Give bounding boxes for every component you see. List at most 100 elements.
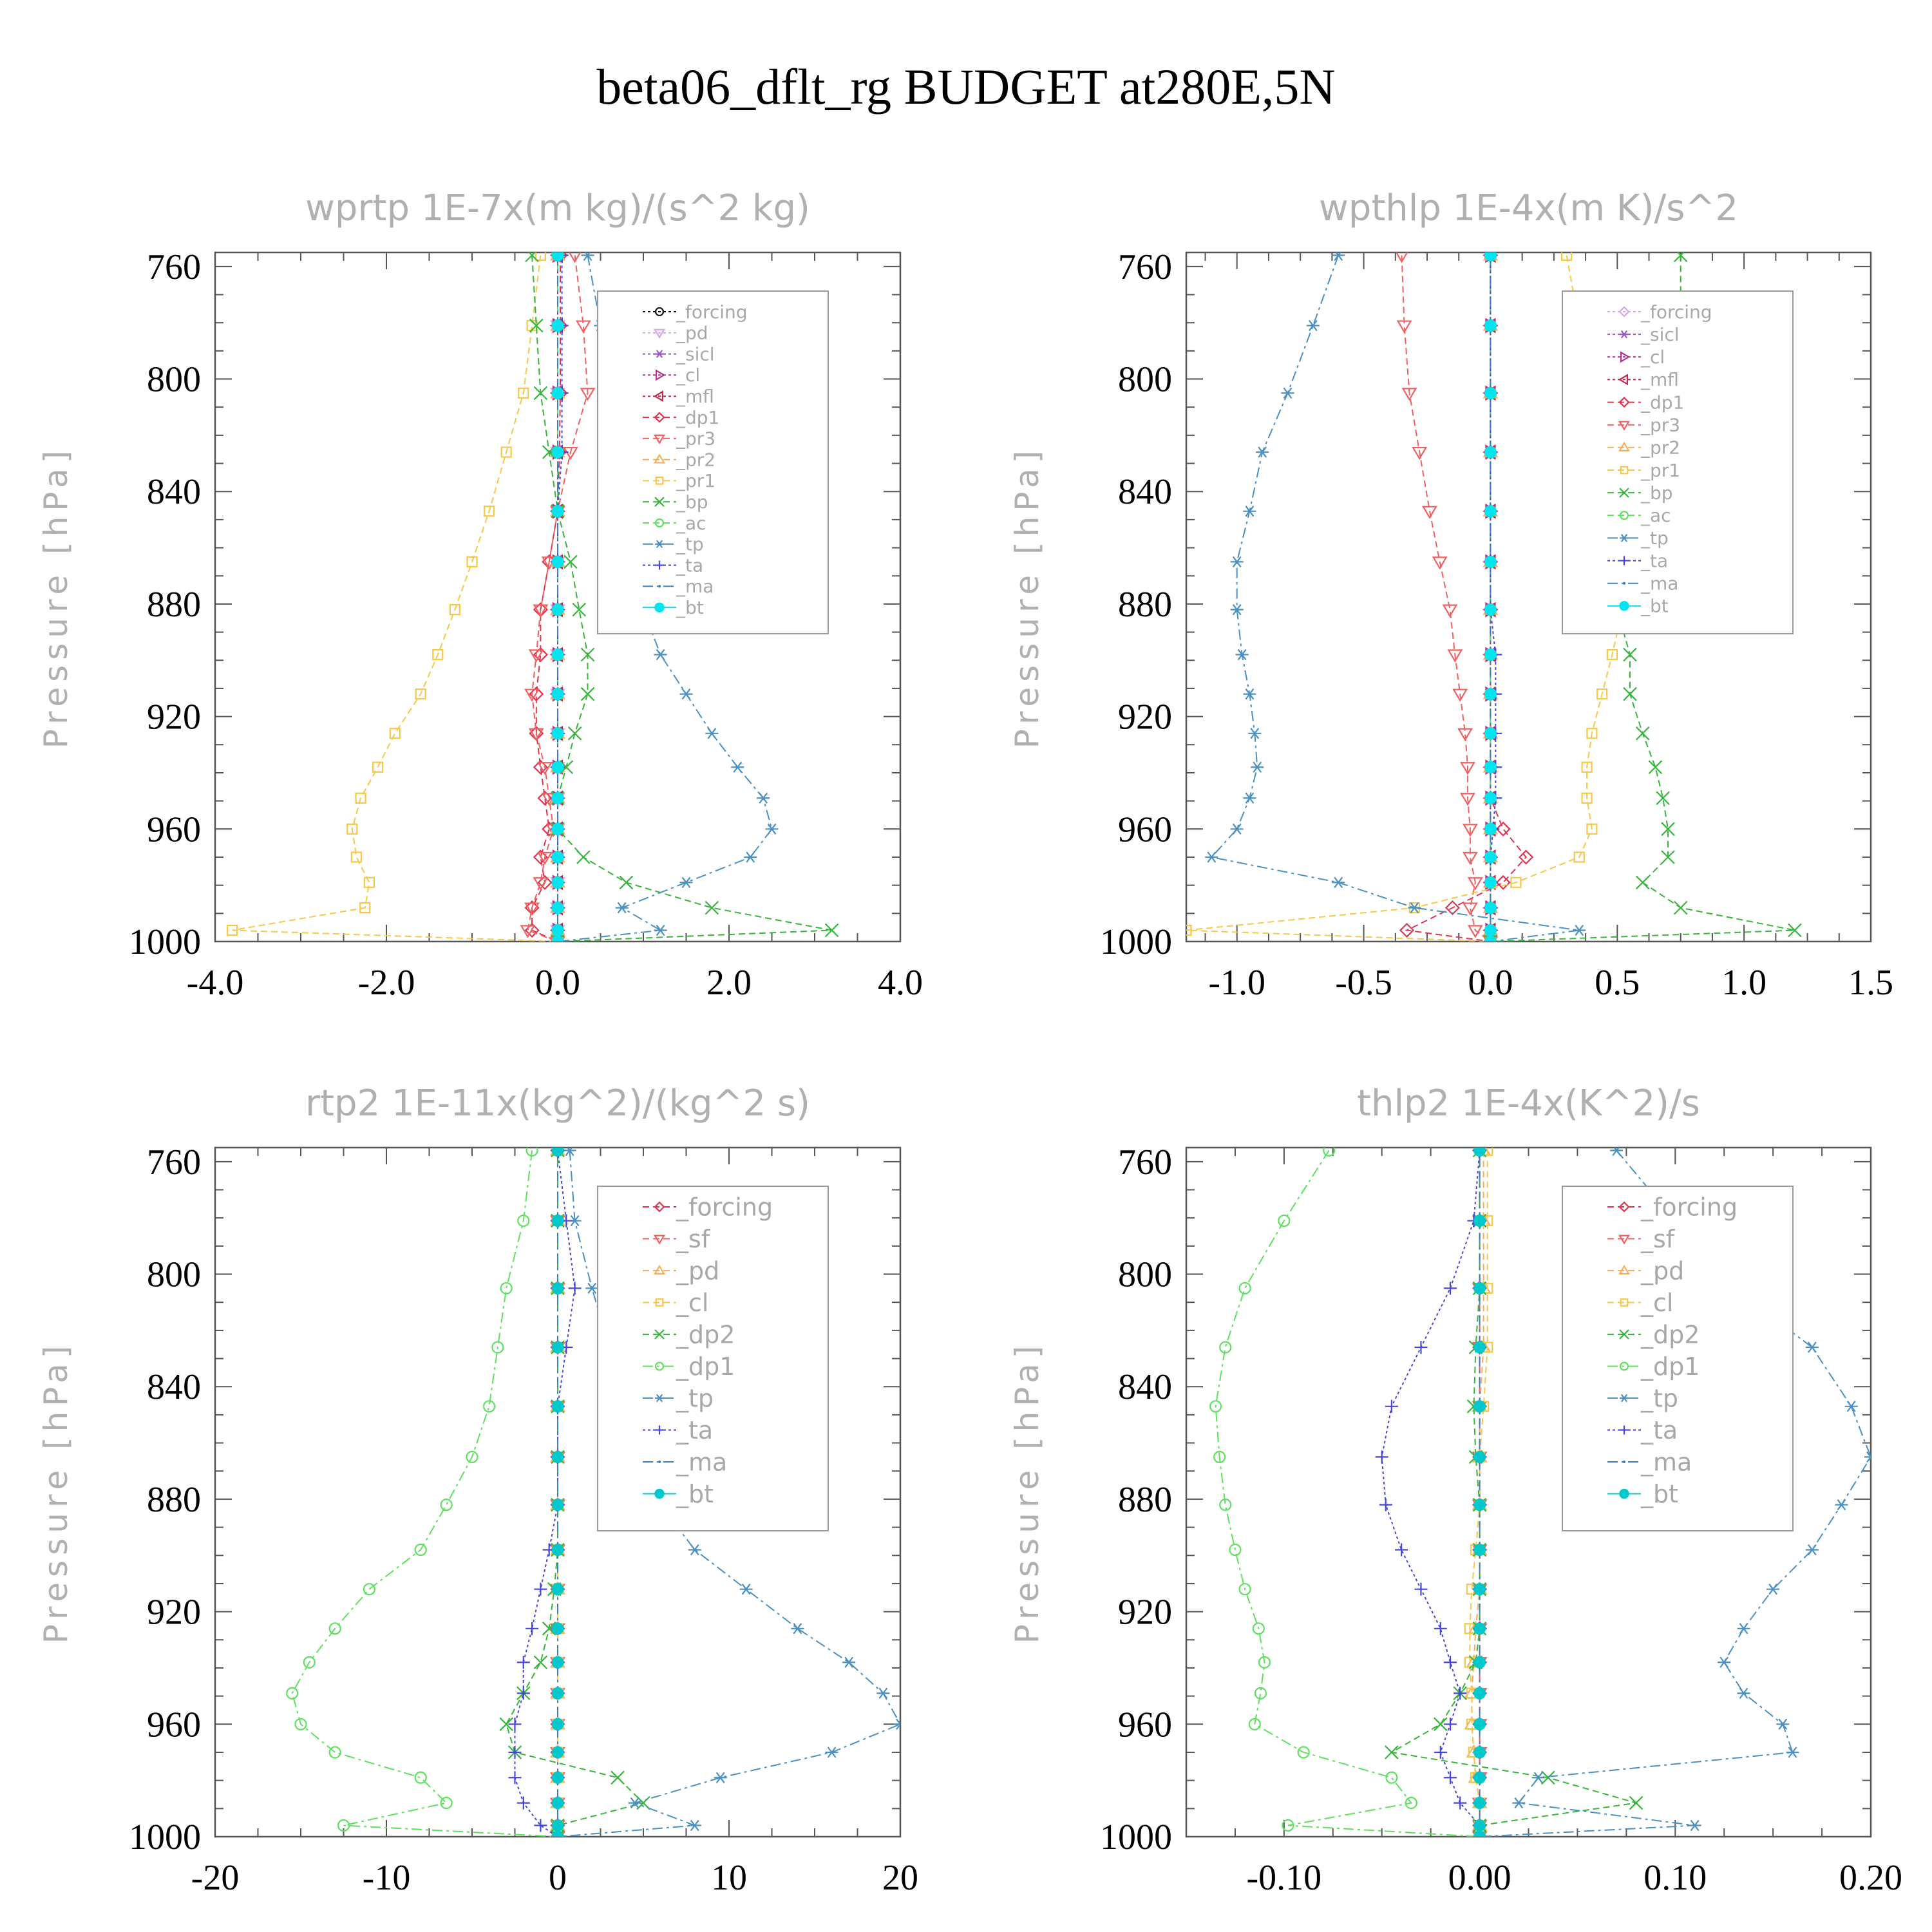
y-tick-label: 920 (1118, 697, 1172, 737)
legend: _forcing_sicl_cl_mfl_dp1_pr3_pr2_pr1_bp_… (1562, 290, 1794, 634)
legend-label: _pr1 (1640, 460, 1680, 481)
legend-marker (1618, 1235, 1630, 1245)
x-tick-label: 10 (711, 1858, 747, 1898)
data-point (551, 1718, 564, 1730)
plot-area (227, 252, 839, 942)
data-point (440, 1499, 453, 1511)
legend-label: _pr2 (1640, 437, 1680, 459)
legend-label: _bt (676, 597, 704, 618)
legend-entry: _cl (1607, 346, 1665, 368)
y-tick-label: 880 (147, 585, 201, 625)
legend-entry: _pr3 (643, 428, 715, 450)
legend-label: _bt (676, 1480, 714, 1508)
x-tick-label: -4.0 (187, 963, 244, 1003)
data-point (1606, 649, 1618, 661)
data-point (1473, 1622, 1486, 1635)
data-point (1219, 1341, 1232, 1354)
legend-marker (654, 1235, 665, 1245)
legend-label: _ma (676, 576, 714, 597)
series_bt (551, 252, 564, 942)
legend-marker (1620, 1394, 1629, 1403)
data-point (1238, 1583, 1251, 1596)
legend-entry: _dp1 (643, 407, 719, 428)
data-point (1412, 446, 1428, 460)
x-tick-label: 1.0 (1721, 963, 1766, 1003)
data-point (551, 935, 564, 942)
legend-marker (1622, 1460, 1626, 1464)
data-point (739, 1584, 753, 1595)
legend: _forcing _sf _pd _cl _dp2 _dp1 _tp _ta _ma _bt (1562, 1186, 1794, 1531)
legend-marker (653, 390, 664, 402)
data-point (1737, 1623, 1750, 1634)
legend-marker (1618, 1201, 1630, 1213)
data-point (1243, 688, 1256, 700)
series_ta (1484, 252, 1502, 942)
data-point (1467, 925, 1483, 938)
data-point (1623, 647, 1637, 662)
series-line (531, 255, 832, 942)
data-point (372, 761, 384, 773)
legend-label: _dp1 (1640, 392, 1684, 413)
data-point (1673, 252, 1688, 263)
data-point (576, 850, 591, 864)
data-point (1656, 791, 1670, 806)
series_bt (1473, 1148, 1486, 1837)
data-point (1484, 555, 1497, 568)
y-tick-label: 920 (147, 1593, 201, 1633)
legend-label: _sf (1640, 1225, 1676, 1253)
data-point (575, 320, 591, 334)
data-point (449, 604, 461, 616)
data-point (1454, 1687, 1467, 1700)
data-point (1737, 1687, 1750, 1699)
data-point (1573, 851, 1585, 863)
legend-marker (655, 1394, 664, 1403)
legend-label: _ma (1640, 573, 1678, 594)
legend-label: _pr1 (676, 470, 715, 491)
data-point (1661, 850, 1675, 864)
x-tick-label: 0 (549, 1858, 567, 1898)
data-point (533, 604, 549, 618)
data-point (1484, 935, 1497, 942)
legend-label: _ta (676, 554, 703, 576)
legend-marker (654, 412, 665, 423)
data-point (567, 726, 582, 741)
data-point (1323, 1148, 1336, 1157)
legend-label: _cl (676, 1289, 708, 1317)
legend-marker (1620, 1298, 1629, 1307)
data-point (551, 1400, 564, 1413)
data-point (414, 1543, 427, 1557)
legend-box (1562, 1186, 1794, 1531)
series_ta (1375, 1148, 1486, 1837)
legend-entry: _dp2 (643, 1320, 735, 1349)
y-tick-label: 840 (1118, 472, 1172, 512)
data-point (1444, 1771, 1457, 1785)
legend-label: _cl (676, 365, 700, 386)
data-point (757, 792, 770, 804)
data-point (551, 1687, 564, 1700)
series-line (1490, 255, 1497, 942)
data-point (1434, 1745, 1447, 1759)
data-point (825, 1747, 838, 1758)
series_pr1 (1186, 252, 1628, 942)
data-point (551, 1656, 564, 1669)
data-point (894, 1718, 900, 1730)
data-point (551, 1215, 564, 1227)
data-point (551, 319, 564, 332)
data-point (466, 556, 478, 568)
panel-title: rtp2 1E-11x(kg^2)/(kg^2 s) (305, 1083, 810, 1124)
data-point (551, 727, 564, 740)
legend-entry: _ta (1607, 1416, 1678, 1444)
series-line (1471, 1150, 1484, 1837)
data-point (1399, 922, 1415, 938)
legend-marker (654, 518, 665, 528)
data-point (529, 687, 544, 702)
data-point (466, 1450, 478, 1464)
panel-title: wpthlp 1E-4x(m K)/s^2 (1319, 187, 1738, 229)
data-point (1434, 1717, 1448, 1732)
data-point (551, 555, 564, 568)
data-point (1434, 1622, 1447, 1635)
y-axis-label: Pressure [hPa] (37, 446, 75, 749)
legend-entry: _forcing (643, 1193, 773, 1221)
legend-marker (654, 1201, 665, 1213)
data-point (1460, 762, 1475, 775)
